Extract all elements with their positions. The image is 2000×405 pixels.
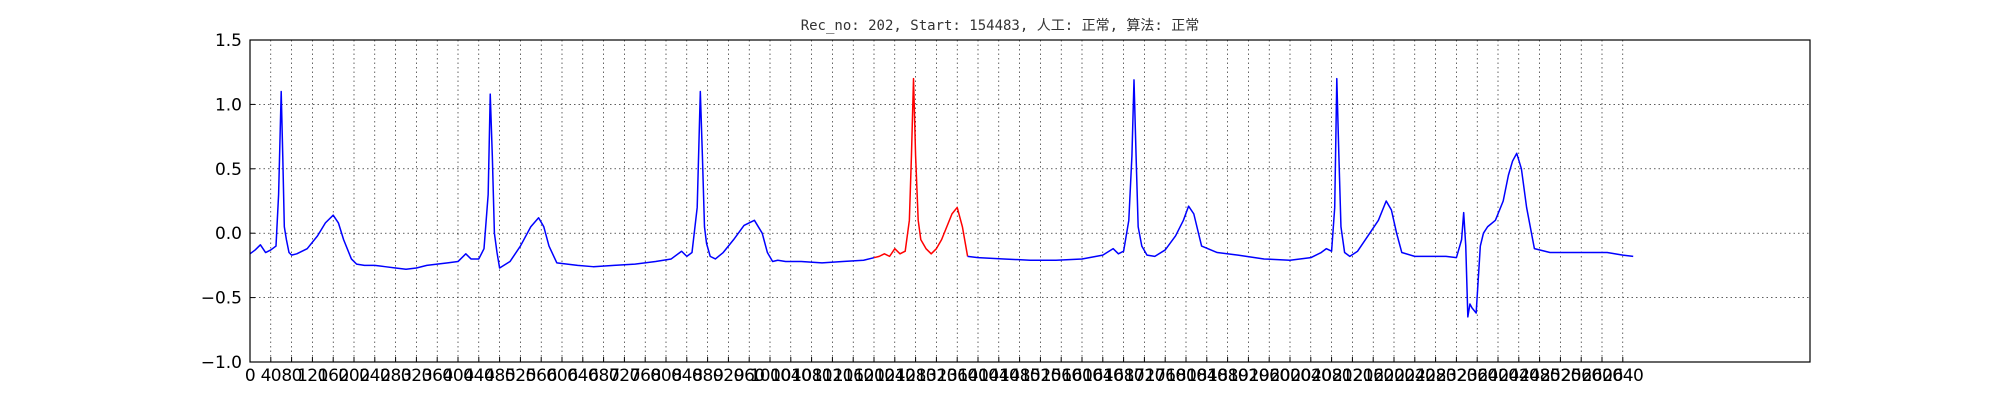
x-tick-label: 40 [261,366,281,386]
x-tick-label: 240 [359,366,390,386]
x-tick-label: 1000 [750,366,791,386]
x-tick-label: 400 [443,366,474,386]
series-group [249,77,1634,318]
y-tick-label: 1.5 [215,31,242,51]
x-tick-label: 1160 [833,366,874,386]
x-tick-label: 480 [484,366,515,386]
chart-title: Rec_no: 202, Start: 154483, 人工: 正常, 算法: … [801,18,1200,34]
x-tick-label: 1040 [770,366,811,386]
x-axis: 0 40 8012016020024028032036040044048052056… [245,357,1644,386]
y-tick-label: −1.0 [201,353,242,373]
x-tick-label: 2240 [1394,366,1435,386]
x-tick-label: 1360 [937,366,978,386]
x-tick-label: 680 [588,366,619,386]
x-tick-label: 280 [380,366,411,386]
x-tick-label: 2120 [1332,366,1373,386]
y-tick-label: 0.5 [215,160,242,180]
x-tick-label: 1680 [1103,366,1144,386]
x-tick-label: 920 [713,366,744,386]
x-tick-label: 760 [630,366,661,386]
x-tick-label: 1800 [1166,366,1207,386]
y-axis: −1.0 −0.5 0.0 0.5 1.0 1.5 [201,31,255,373]
x-tick-label: 1560 [1041,366,1082,386]
x-tick-label: 1400 [958,366,999,386]
x-tick-label: 1960 [1249,366,1290,386]
x-tick-label: 1920 [1228,366,1269,386]
x-tick-label: 2200 [1374,366,1415,386]
x-tick-label: 360 [422,366,453,386]
x-tick-label: 2000 [1270,366,1311,386]
x-tick-label: 520 [505,366,536,386]
x-tick-label: 2080 [1311,366,1352,386]
x-tick-label: 2320 [1436,366,1477,386]
series-line-3 [967,77,1634,318]
y-tick-label: 1.0 [215,95,242,115]
series-line-2 [873,77,969,259]
x-tick-label: 1520 [1020,366,1061,386]
x-tick-label: 1640 [1082,366,1123,386]
x-tick-label: 1720 [1124,366,1165,386]
x-tick-label: 200 [339,366,370,386]
x-tick-label: 1880 [1207,366,1248,386]
x-tick-label: 2600 [1582,366,1623,386]
y-tick-label: −0.5 [201,289,242,309]
x-tick-label: 1840 [1186,366,1227,386]
x-tick-label: 2280 [1415,366,1456,386]
x-tick-label: 80 [281,366,301,386]
x-tick-label: 1600 [1062,366,1103,386]
x-tick-label: 640 [567,366,598,386]
series-line-1 [249,90,875,271]
x-tick-label: 600 [547,366,578,386]
x-tick-label: 2360 [1457,366,1498,386]
x-tick-label: 2640 [1602,366,1643,386]
x-tick-label: 1240 [874,366,915,386]
grid-lines [249,39,1810,363]
plot-frame [249,39,1811,363]
x-tick-label: 1120 [812,366,853,386]
x-tick-label: 1200 [854,366,895,386]
x-tick-label: 800 [651,366,682,386]
x-tick-label: 320 [401,366,432,386]
y-tick-label: 0.0 [215,224,242,244]
x-tick-label: 2560 [1561,366,1602,386]
x-tick-label: 1440 [978,366,1019,386]
x-tick-label: 1480 [999,366,1040,386]
x-tick-label: 880 [692,366,723,386]
x-tick-label: 2040 [1290,366,1331,386]
x-tick-label: 2160 [1353,366,1394,386]
x-tick-label: 1280 [895,366,936,386]
x-tick-label: 1760 [1145,366,1186,386]
x-tick-label: 1320 [916,366,957,386]
x-tick-label: 440 [463,366,494,386]
x-tick-label: 960 [734,366,765,386]
x-tick-label: 2400 [1478,366,1519,386]
x-tick-label: 560 [526,366,557,386]
x-tick-label: 0 [245,366,255,386]
x-tick-label: 840 [671,366,702,386]
x-tick-label: 2440 [1498,366,1539,386]
x-tick-label: 1080 [791,366,832,386]
x-tick-label: 120 [297,366,328,386]
x-tick-label: 160 [318,366,349,386]
x-tick-label: 2520 [1540,366,1581,386]
x-tick-label: 720 [609,366,640,386]
x-tick-label: 2480 [1519,366,1560,386]
